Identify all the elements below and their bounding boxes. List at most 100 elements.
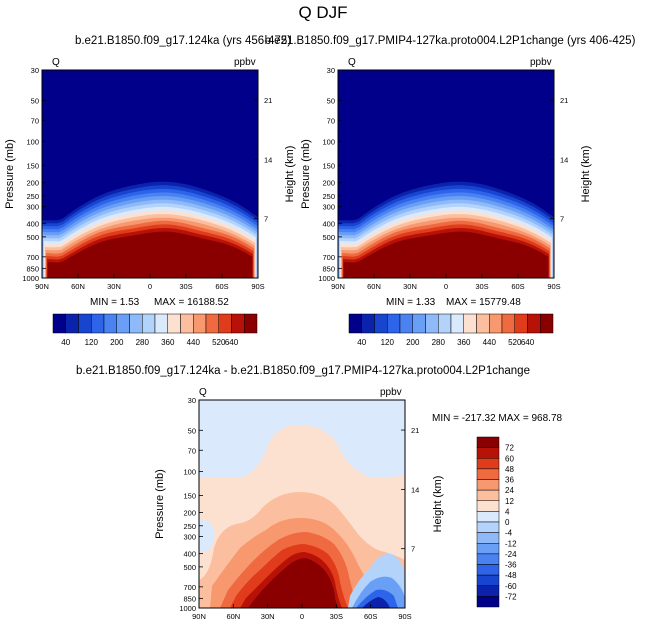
y-tick-label: 70 (31, 116, 39, 125)
y-tick-label: 30 (31, 66, 39, 75)
colorbar-swatch (476, 521, 500, 533)
colorbar-label: 40 (61, 338, 70, 347)
colorbar-swatch (489, 313, 503, 334)
colorbar-swatch (374, 313, 388, 334)
panel-3-left-negative-patch (199, 519, 215, 552)
panel-1-title: b.e21.B1850.f09_g17.124ka (yrs 456-475) (75, 35, 291, 47)
panel-3-negative-60-region (362, 597, 390, 608)
panel-2-title: b.e21.B1850.f09_g17.PMIP4-127ka.proto004… (265, 35, 636, 47)
y-tick-label: 300 (26, 203, 39, 212)
y-tick-label: 150 (322, 161, 335, 170)
colorbar-label: -48 (505, 571, 517, 580)
y-tick-label: 850 (322, 264, 335, 273)
colorbar-label: 60 (505, 454, 514, 463)
panel-1: b.e21.B1850.f09_g17.124ka (yrs 456-475) … (4, 35, 296, 347)
y-tick-label: 150 (183, 491, 196, 500)
colorbar-swatch (231, 313, 245, 334)
panel-2-y-axis-label: Pressure (mb) (300, 139, 312, 209)
panel-3: b.e21.B1850.f09_g17.124ka - b.e21.B1850.… (76, 365, 563, 621)
y-tick-label: 1000 (179, 604, 196, 613)
y-tick-label: 500 (183, 563, 196, 572)
panel-2-units-label: ppbv (530, 57, 552, 68)
panel-1-min-label: MIN = 1.53 (90, 297, 140, 308)
colorbar-swatch (476, 447, 500, 459)
x-tick-label: 90S (547, 282, 560, 291)
y2-tick-label: 21 (560, 96, 568, 105)
x-tick-label: 90N (331, 282, 345, 291)
y-tick-label: 700 (322, 253, 335, 262)
y-tick-label: 400 (26, 220, 39, 229)
colorbar-swatch (476, 489, 500, 501)
panel-2-y2-axis-label: Height (km) (580, 146, 592, 203)
main-title: Q DJF (298, 3, 347, 22)
panel-1-y-axis-label: Pressure (mb) (4, 139, 16, 209)
y-tick-label: 200 (26, 179, 39, 188)
colorbar-label: 440 (483, 338, 497, 347)
x-tick-label: 30N (261, 612, 275, 621)
colorbar-swatch (103, 313, 117, 334)
colorbar-label: 280 (136, 338, 150, 347)
x-tick-label: 30S (179, 282, 192, 291)
panel-2-colorbar: 40 120 200 280 360 440 520 640 (348, 313, 554, 347)
colorbar-swatch (154, 313, 168, 334)
y-tick-label: 70 (327, 116, 335, 125)
y-tick-label: 400 (322, 220, 335, 229)
x-tick-label: 90N (192, 612, 206, 621)
colorbar-swatch (361, 313, 375, 334)
colorbar-swatch (129, 313, 143, 334)
y-tick-label: 300 (183, 533, 196, 542)
y-tick-label: 30 (188, 396, 196, 405)
colorbar-label: 200 (406, 338, 420, 347)
colorbar-label: 120 (85, 338, 99, 347)
panel-3-positive-72-region (248, 558, 338, 608)
colorbar-swatch (540, 313, 554, 334)
colorbar-swatch (65, 313, 79, 334)
y-tick-label: 100 (322, 137, 335, 146)
colorbar-label: 440 (187, 338, 201, 347)
colorbar-label: 12 (505, 497, 514, 506)
x-tick-label: 60N (71, 282, 85, 291)
colorbar-label: -60 (505, 582, 517, 591)
colorbar-label: -4 (505, 529, 513, 538)
colorbar-swatch (476, 532, 500, 544)
colorbar-swatch (527, 313, 541, 334)
colorbar-swatch (476, 585, 500, 597)
colorbar-swatch (78, 313, 92, 334)
colorbar-label: 280 (432, 338, 446, 347)
y2-tick-label: 14 (560, 155, 568, 164)
y-tick-label: 700 (183, 583, 196, 592)
colorbar-swatch (476, 543, 500, 555)
panel-2-contour-15 (343, 231, 549, 278)
panel-3-axes: 3050701001502002503004005007008501000211… (179, 396, 419, 621)
colorbar-label: 640 (521, 338, 535, 347)
y-tick-label: 100 (26, 137, 39, 146)
x-tick-label: 30S (475, 282, 488, 291)
colorbar-swatch (476, 436, 500, 448)
y-tick-label: 700 (26, 253, 39, 262)
colorbar-label: 360 (161, 338, 175, 347)
x-tick-label: 90N (35, 282, 49, 291)
colorbar-swatch (218, 313, 232, 334)
y-tick-label: 850 (183, 594, 196, 603)
colorbar-swatch (180, 313, 194, 334)
x-tick-label: 60S (215, 282, 228, 291)
panel-1-axes: 3050701001502002503004005007008501000211… (22, 66, 272, 291)
y-tick-label: 400 (183, 550, 196, 559)
colorbar-swatch (450, 313, 464, 334)
colorbar-label: 48 (505, 465, 514, 474)
y-tick-label: 1000 (318, 274, 335, 283)
x-tick-label: 60N (367, 282, 381, 291)
colorbar-swatch (52, 313, 66, 334)
colorbar-swatch (438, 313, 452, 334)
colorbar-label: -72 (505, 592, 517, 601)
panel-2-max-label: MAX = 15779.48 (446, 297, 521, 308)
panel-2-min-label: MIN = 1.33 (386, 297, 436, 308)
panel-1-units-label: ppbv (234, 57, 256, 68)
y-tick-label: 30 (327, 66, 335, 75)
colorbar-label: 0 (505, 518, 510, 527)
y-tick-label: 300 (322, 203, 335, 212)
panel-3-y2-axis-label: Height (km) (432, 476, 444, 533)
colorbar-label: 24 (505, 486, 514, 495)
colorbar-label: 36 (505, 476, 514, 485)
panel-2-axes: 3050701001502002503004005007008501000211… (318, 66, 568, 291)
